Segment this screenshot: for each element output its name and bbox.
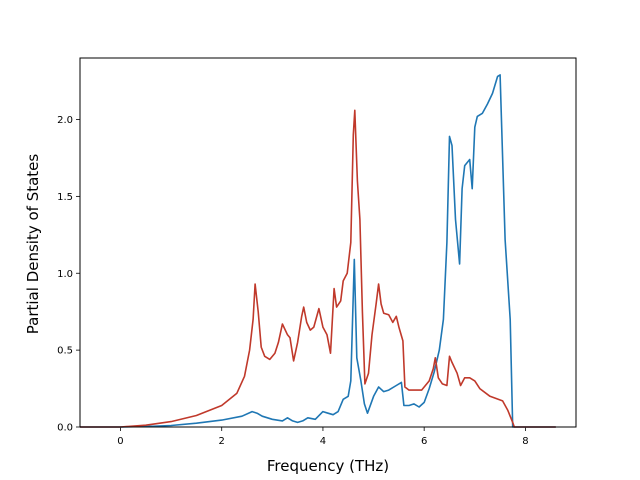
x-tick-label: 4 [320, 436, 326, 447]
y-axis-label: Partial Density of States [24, 154, 42, 335]
ticks-layer: 0 2 4 6 8 0.0 0.5 1.0 1.5 2.0 [57, 115, 528, 447]
y-tick-label: 1.5 [57, 192, 73, 203]
y-tick-label: 0.5 [57, 346, 73, 357]
x-tick-label: 8 [522, 436, 528, 447]
y-tick-label: 2.0 [57, 115, 73, 126]
series-line-2 [80, 109, 556, 428]
y-tick-label: 0.0 [57, 423, 73, 434]
x-tick-label: 6 [421, 436, 427, 447]
plot-frame [79, 57, 577, 428]
y-tick-label: 1.0 [57, 269, 73, 280]
series-line-1 [80, 74, 556, 428]
x-tick-label: 2 [219, 436, 225, 447]
x-tick-label: 0 [117, 436, 123, 447]
x-axis-label: Frequency (THz) [267, 457, 389, 475]
series-layer [80, 74, 556, 428]
